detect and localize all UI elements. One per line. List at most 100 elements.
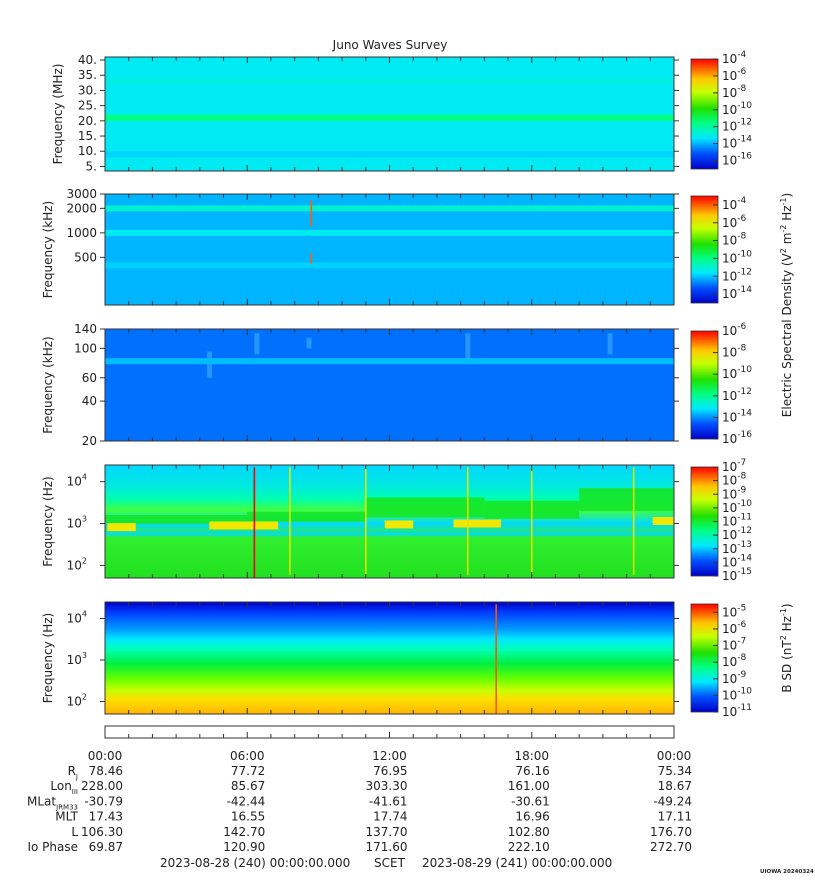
emission-patch [206, 351, 212, 378]
y-tick-label: 35. [78, 68, 97, 82]
ephemeris-row-label: Io Phase [27, 840, 78, 854]
y-tick-label: 500 [74, 250, 97, 264]
ephemeris-value: 85.67 [231, 779, 265, 793]
panel-3: 140 100 60 40 20 Frequency (kHz) 10-6 10-8 10-10… [41, 322, 752, 448]
ephemeris-value: -49.24 [653, 794, 692, 808]
colorbar-title-magnetic: B SD (nT2 Hz-1) [779, 603, 794, 692]
emission-band [105, 114, 674, 121]
spike-line [530, 467, 533, 575]
ephemeris-row-label: L [71, 825, 78, 839]
emission-band [105, 262, 674, 269]
colorbar-tick-label: 10-6 [722, 620, 747, 636]
y-tick-label: 104 [67, 610, 87, 626]
colorbar-tick-label: 10-10 [722, 686, 752, 702]
time-label: 18:00 [514, 749, 549, 763]
colorbar-tick-label: 10-8 [722, 84, 747, 100]
ephemeris-value: 75.34 [658, 764, 692, 778]
y-tick-label: 20. [78, 114, 97, 128]
spectrogram-background [105, 602, 674, 714]
colorbar-tick-label: 10-6 [722, 214, 747, 230]
colorbar-tick-label: 10-8 [722, 232, 747, 248]
colorbar-tick-label: 10-4 [722, 196, 747, 212]
colorbar-tick-label: 10-12 [722, 118, 752, 134]
colorbar-tick-label: 10-15 [722, 567, 752, 583]
ephemeris-value: 171.60 [366, 840, 408, 854]
ephemeris-value: 78.46 [89, 764, 123, 778]
footer-start: 2023-08-28 (240) 00:00:00.000 [160, 856, 350, 870]
spike-line [253, 467, 256, 578]
y-tick-label: 40. [78, 53, 97, 67]
emission-patch [465, 333, 471, 362]
ephemeris-value: 76.95 [373, 764, 407, 778]
emission-patch [384, 520, 414, 529]
spike-line [495, 604, 497, 714]
y-axis-label: Frequency (kHz) [41, 201, 55, 298]
emission-band [105, 514, 248, 524]
emission-band [579, 488, 674, 511]
ephemeris-row-label: RJ [68, 764, 78, 781]
y-tick-label: 10. [78, 144, 97, 158]
colorbar-tick-label: 10-8 [722, 653, 747, 669]
colorbar-tick-label: 10-14 [722, 135, 752, 151]
y-tick-label: 103 [67, 651, 87, 667]
emission-patch [652, 516, 674, 525]
y-tick-label: 60 [82, 371, 97, 385]
y-tick-label: 5. [86, 159, 97, 173]
colorbar-tick-label: 10-11 [722, 703, 752, 719]
time-axis [104, 725, 675, 739]
y-tick-label: 104 [67, 473, 87, 489]
emission-band [105, 358, 674, 365]
spike-line [310, 200, 313, 227]
footer-version: UIOWA 20240324 [760, 869, 814, 875]
colorbar [690, 58, 719, 170]
ephemeris-value: -42.44 [227, 794, 266, 808]
ephemeris-value: 120.90 [223, 840, 265, 854]
spike-line [289, 467, 291, 575]
colorbar-tick-label: 10-6 [722, 322, 747, 338]
ephemeris-value: 17.11 [658, 810, 692, 824]
ephemeris-value: 142.70 [223, 825, 265, 839]
colorbar-tick-label: 10-8 [722, 344, 747, 360]
emission-patch [607, 333, 613, 355]
panel-1: 40.35.30. 25.20.15.10.5. Frequency (MHz) 10… [51, 50, 752, 173]
emission-band [105, 151, 674, 158]
ephemeris-value: 17.74 [373, 810, 407, 824]
emission-band [365, 497, 485, 518]
time-label: 12:00 [372, 749, 407, 763]
colorbar-tick-label: 10-16 [722, 430, 752, 446]
colorbar-tick-label: 10-14 [722, 285, 752, 301]
ephemeris-value: 137.70 [366, 825, 408, 839]
spectrogram-background [105, 194, 674, 305]
colorbar-tick-label: 10-12 [722, 387, 752, 403]
ephemeris-table: 00:00 06:00 12:00 18:00 00:00 RJ 78.46 77.72 76.… [27, 749, 692, 854]
emission-band [105, 78, 674, 85]
colorbar-tick-label: 10-4 [722, 50, 747, 66]
ephemeris-value: -30.79 [84, 794, 123, 808]
ephemeris-value: 303.30 [366, 779, 408, 793]
chart-title: Juno Waves Survey [332, 38, 448, 52]
colorbar-tick-label: 10-5 [722, 603, 746, 619]
spike-line [310, 253, 313, 264]
y-axis-label: Frequency (kHz) [41, 336, 55, 433]
emission-patch [453, 519, 501, 528]
y-axis-label: Frequency (Hz) [41, 613, 55, 704]
y-tick-label: 3000 [66, 187, 97, 201]
colorbar [690, 330, 719, 440]
ephemeris-value: 77.72 [231, 764, 265, 778]
ephemeris-value: 102.80 [508, 825, 550, 839]
colorbar-tick-label: 10-12 [722, 267, 752, 283]
time-label: 00:00 [88, 749, 123, 763]
spike-line [632, 467, 635, 575]
y-tick-label: 140 [74, 322, 97, 336]
y-tick-label: 1000 [66, 226, 97, 240]
ephemeris-value: 16.55 [231, 810, 265, 824]
y-tick-label: 2000 [66, 201, 97, 215]
y-tick-label: 20 [82, 434, 97, 448]
colorbar-tick-label: 10-10 [722, 365, 752, 381]
ephemeris-value: 18.67 [658, 779, 692, 793]
emission-band [105, 531, 674, 537]
y-axis-label: Frequency (MHz) [51, 64, 65, 165]
